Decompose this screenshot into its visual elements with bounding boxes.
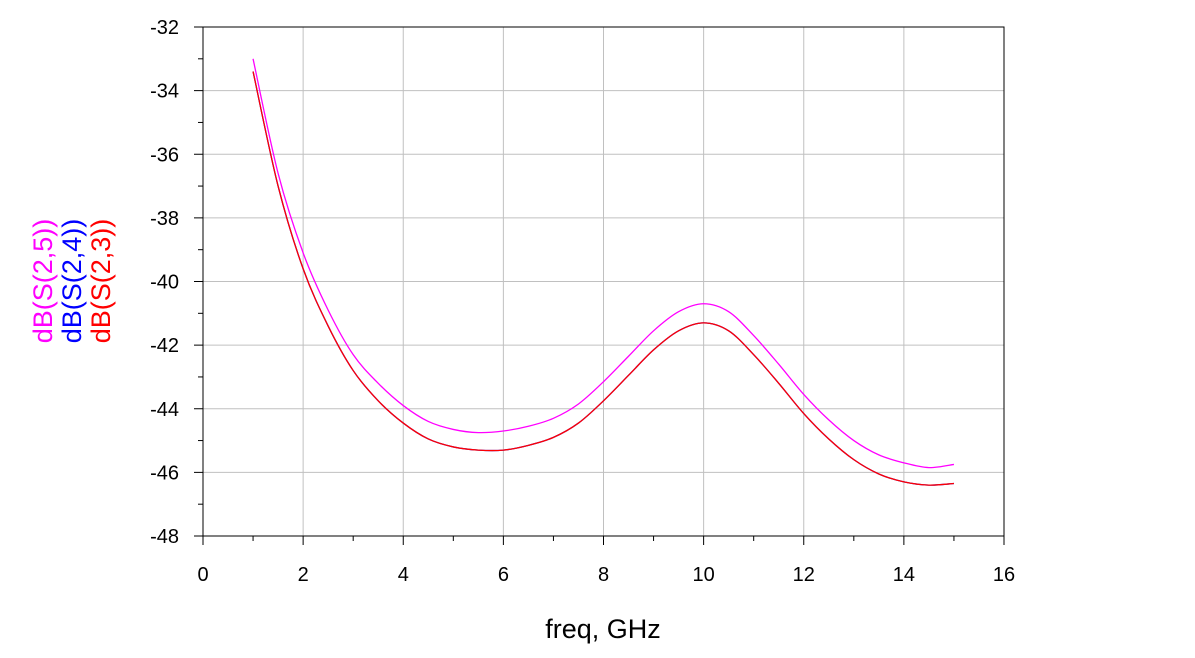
series-line-db-s-2-3 xyxy=(252,71,954,486)
y-tick-label: -46 xyxy=(150,462,179,484)
series-line-db-s-2-5 xyxy=(252,58,955,469)
grid xyxy=(202,26,1005,537)
x-tick-label: 4 xyxy=(398,564,409,586)
x-axis-tick-labels: 0 2 4 6 8 10 12 14 16 xyxy=(197,564,1015,586)
y-tick-label: -48 xyxy=(150,526,179,548)
x-tick-label: 10 xyxy=(693,564,715,586)
x-tick-label: 16 xyxy=(993,564,1015,586)
legend-entry: dB(S(2,5)) xyxy=(28,219,58,344)
x-tick-label: 12 xyxy=(793,564,815,586)
y-tick-label: -32 xyxy=(150,17,179,39)
series-lines xyxy=(252,58,955,486)
y-tick-label: -40 xyxy=(150,272,179,294)
y-tick-label: -44 xyxy=(150,399,179,421)
x-axis-title: freq, GHz xyxy=(545,614,661,644)
x-tick-label: 2 xyxy=(298,564,309,586)
x-tick-label: 8 xyxy=(598,564,609,586)
legend: dB(S(2,5)) dB(S(2,4)) dB(S(2,3)) xyxy=(28,219,116,344)
legend-entry: dB(S(2,4)) xyxy=(57,219,87,344)
axis-ticks xyxy=(194,26,1005,545)
legend-entry: dB(S(2,3)) xyxy=(86,219,116,344)
x-tick-label: 14 xyxy=(893,564,915,586)
y-tick-label: -38 xyxy=(150,208,179,230)
x-tick-label: 0 xyxy=(197,564,208,586)
y-tick-label: -34 xyxy=(150,81,179,103)
x-tick-label: 6 xyxy=(498,564,509,586)
y-axis-tick-labels: -32 -34 -36 -38 -40 -42 -44 -46 -48 xyxy=(150,17,179,548)
y-tick-label: -36 xyxy=(150,144,179,166)
y-tick-label: -42 xyxy=(150,335,179,357)
